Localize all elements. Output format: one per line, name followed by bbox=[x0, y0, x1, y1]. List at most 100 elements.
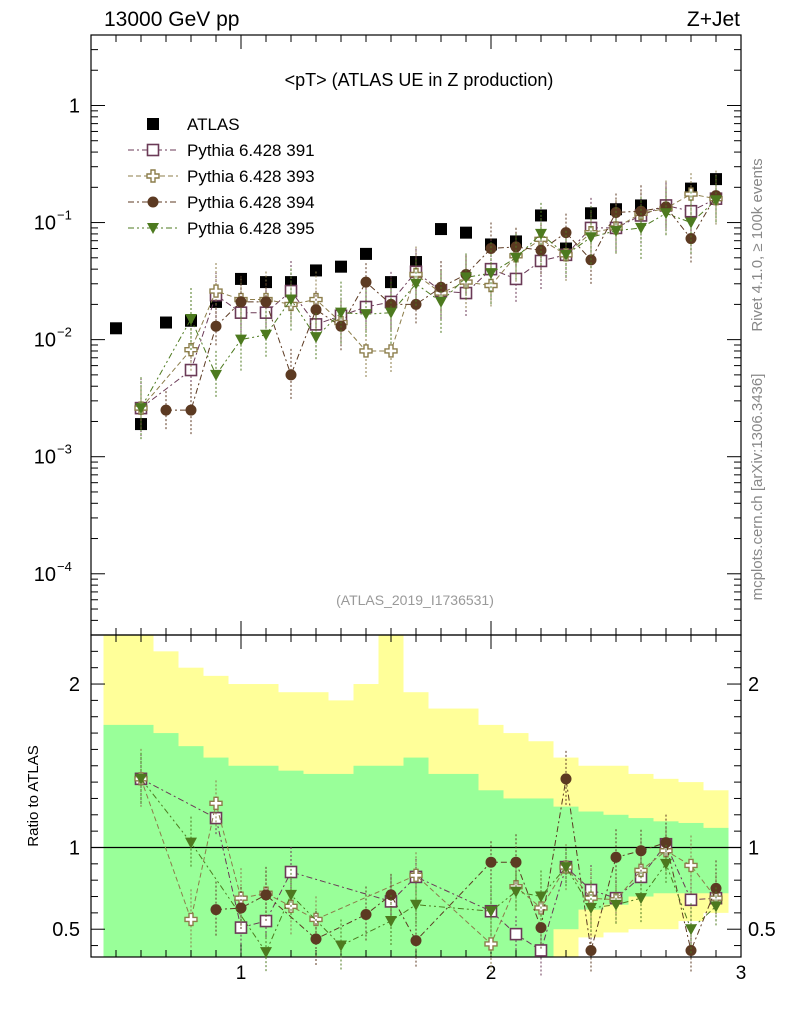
series-line-p395 bbox=[140, 199, 717, 409]
point-p395 bbox=[435, 296, 447, 308]
point-p395 bbox=[260, 947, 272, 959]
point-p395 bbox=[635, 893, 647, 905]
side-label-bottom: mcplots.cern.ch [arXiv:1306.3436] bbox=[749, 374, 766, 601]
point-atlas bbox=[160, 316, 172, 329]
x-tick-label: 1 bbox=[236, 963, 247, 984]
point-p393 bbox=[409, 868, 423, 882]
series-line-p395 bbox=[140, 778, 717, 954]
point-p394 bbox=[610, 851, 622, 863]
point-p391 bbox=[684, 893, 698, 907]
header-left: 13000 GeV pp bbox=[104, 8, 239, 31]
point-p394 bbox=[535, 922, 547, 934]
point-atlas bbox=[435, 223, 447, 236]
point-p395 bbox=[585, 232, 597, 244]
point-p391 bbox=[284, 865, 298, 879]
point-p393 bbox=[684, 187, 698, 201]
band-inner bbox=[103, 724, 129, 957]
analysis-id: (ATLAS_2019_I1736531) bbox=[336, 592, 494, 608]
header-right: Z+Jet bbox=[687, 8, 740, 31]
point-p394 bbox=[160, 404, 172, 416]
ratio-y-tick-label-right: 2 bbox=[748, 674, 759, 696]
y-tick-label: 10 bbox=[34, 564, 56, 586]
point-p395 bbox=[635, 222, 647, 234]
point-p395 bbox=[285, 889, 297, 901]
band-inner bbox=[428, 773, 454, 957]
side-label-top: Rivet 4.1.0, ≥ 100k events bbox=[749, 158, 766, 331]
point-p395 bbox=[135, 403, 147, 415]
point-p394 bbox=[260, 296, 272, 308]
point-p395 bbox=[410, 899, 422, 911]
legend-marker-p394 bbox=[147, 196, 159, 208]
point-p395 bbox=[510, 886, 522, 898]
point-p394 bbox=[210, 904, 222, 916]
point-p394 bbox=[685, 233, 697, 245]
band-inner bbox=[303, 773, 329, 957]
legend-marker-p395 bbox=[147, 223, 159, 234]
point-p395 bbox=[360, 309, 372, 321]
point-p395 bbox=[335, 940, 347, 952]
point-p394 bbox=[485, 243, 497, 255]
point-p395 bbox=[560, 862, 572, 874]
point-atlas bbox=[460, 226, 472, 239]
point-p394 bbox=[235, 902, 247, 914]
point-p394 bbox=[260, 889, 272, 901]
point-p394 bbox=[560, 773, 572, 785]
x-tick-label: 2 bbox=[486, 963, 497, 984]
legend-label-p391: Pythia 6.428 391 bbox=[187, 141, 315, 160]
point-p395 bbox=[235, 334, 247, 346]
point-p395 bbox=[460, 272, 472, 284]
point-p391 bbox=[534, 944, 548, 957]
point-p394 bbox=[385, 889, 397, 901]
point-p395 bbox=[610, 225, 622, 237]
point-atlas bbox=[260, 276, 272, 289]
series-line-p394 bbox=[166, 195, 717, 411]
band-inner bbox=[353, 765, 379, 957]
point-p395 bbox=[485, 268, 497, 280]
point-p394 bbox=[510, 856, 522, 868]
point-p395 bbox=[710, 901, 722, 913]
point-p395 bbox=[185, 837, 197, 849]
ratio-series-layer bbox=[134, 748, 723, 976]
legend-label-p394: Pythia 6.428 394 bbox=[187, 193, 315, 212]
y-tick-label: 10 bbox=[34, 447, 56, 469]
point-p395 bbox=[685, 217, 697, 229]
main-axes: 110−110−210−310−4 bbox=[34, 34, 742, 957]
point-p394 bbox=[410, 935, 422, 947]
ratio-y-tick-label: 1 bbox=[69, 837, 80, 859]
ratio-ylabel: Ratio to ATLAS bbox=[25, 745, 42, 846]
y-tick-label: 10 bbox=[34, 213, 56, 235]
point-p393 bbox=[209, 796, 223, 811]
y-tick-label: 10 bbox=[34, 330, 56, 352]
point-p394 bbox=[210, 320, 222, 332]
legend-marker-atlas bbox=[147, 118, 159, 130]
ratio-y-tick-label: 2 bbox=[69, 674, 80, 696]
series-p395 bbox=[135, 176, 722, 440]
point-p393 bbox=[484, 278, 498, 293]
point-p393 bbox=[184, 912, 198, 927]
point-p394 bbox=[285, 369, 297, 381]
ratio-y-tick-label: 0.5 bbox=[52, 919, 80, 941]
point-atlas bbox=[360, 247, 372, 260]
point-p393 bbox=[359, 344, 373, 358]
x-tick-label: 3 bbox=[736, 963, 747, 984]
point-atlas bbox=[110, 322, 122, 335]
ratio-y-tick-label-right: 1 bbox=[748, 837, 759, 859]
point-p394 bbox=[685, 944, 697, 956]
point-p394 bbox=[360, 276, 372, 288]
point-p395 bbox=[660, 208, 672, 220]
series-p394 bbox=[210, 750, 722, 972]
point-p395 bbox=[410, 278, 422, 290]
legend-marker-p393 bbox=[146, 169, 160, 183]
point-p395 bbox=[710, 195, 722, 207]
band-inner bbox=[453, 773, 479, 957]
y-tick-exponent: −4 bbox=[57, 559, 72, 574]
point-p395 bbox=[285, 294, 297, 306]
point-p394 bbox=[535, 244, 547, 256]
y-tick-exponent: −2 bbox=[57, 325, 72, 340]
point-atlas bbox=[310, 264, 322, 277]
band-inner bbox=[328, 773, 354, 957]
series-line-p393 bbox=[140, 778, 717, 945]
y-tick-label: 1 bbox=[69, 95, 80, 117]
point-p391 bbox=[509, 927, 523, 941]
